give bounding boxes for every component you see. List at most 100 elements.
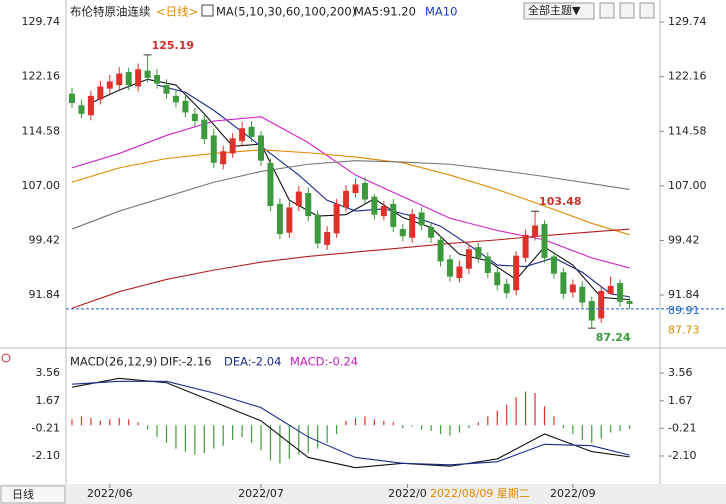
indicator-label: MA(5,10,30,60,100,200) <box>216 5 356 19</box>
annotation: 125.19 <box>152 39 194 52</box>
y-tick-label: 3.56 <box>36 366 61 379</box>
candle-body <box>248 126 255 137</box>
x-tick-label: 2022/09 <box>550 487 596 500</box>
y-tick-label: -2.10 <box>668 449 696 462</box>
y-tick-label: 3.56 <box>668 366 693 379</box>
candle-body <box>201 119 208 140</box>
candle-body <box>343 190 350 208</box>
candle-body <box>494 272 501 286</box>
ma5-label: MA5:91.20 <box>354 5 416 19</box>
macd-label: MACD:-0.24 <box>290 355 358 369</box>
ma-line <box>71 160 630 230</box>
y-tick-label: 107.00 <box>22 179 61 192</box>
y-tick-label: 91.84 <box>668 288 700 301</box>
candle-body <box>324 231 331 245</box>
candle-body <box>399 229 406 237</box>
y-tick-label: 114.58 <box>22 124 61 137</box>
candle-body <box>135 69 142 87</box>
candle-body <box>617 283 624 302</box>
candle-body <box>69 93 75 104</box>
macd-line <box>71 380 630 466</box>
candle-body <box>522 234 529 258</box>
y-tick-label: 129.74 <box>22 15 61 28</box>
candle-body <box>598 290 605 319</box>
candle-body <box>286 207 293 233</box>
period-label: <日线> <box>156 5 198 19</box>
ma-line <box>71 149 630 236</box>
y-tick-label: 122.16 <box>668 70 707 83</box>
candle-body <box>475 247 482 258</box>
macd-line <box>71 377 630 469</box>
candle-body <box>579 286 586 303</box>
y-tick-label: 91.84 <box>29 288 61 301</box>
annotation: 87.24 <box>596 331 631 344</box>
period-button[interactable] <box>0 485 66 504</box>
price-marker-label: 89.91 <box>668 304 700 317</box>
candle-body <box>116 73 123 86</box>
candle-body <box>305 193 312 217</box>
x-tick-label: 2022/0 <box>388 487 427 500</box>
candle-body <box>607 285 614 294</box>
x-tick-label: 2022/07 <box>238 487 284 500</box>
settings-icon[interactable] <box>1 353 11 363</box>
candle-body <box>314 214 321 244</box>
x-tick-label: 2022/06 <box>87 487 133 500</box>
candle-body <box>418 212 425 226</box>
candle-body <box>447 259 453 277</box>
candle-body <box>513 255 520 291</box>
candle-body <box>371 196 378 215</box>
candle-body <box>267 162 274 207</box>
candle-body <box>154 74 161 84</box>
candle-body <box>172 95 179 103</box>
candle-body <box>361 182 368 200</box>
tool-button[interactable] <box>599 2 615 19</box>
candle-body <box>503 283 510 294</box>
indicator-icon[interactable] <box>201 4 214 17</box>
annotation: 103.48 <box>539 195 581 208</box>
candle-body <box>333 203 340 234</box>
y-tick-label: 1.67 <box>668 394 693 407</box>
y-tick-label: -0.21 <box>32 421 60 434</box>
candle-body <box>78 105 85 114</box>
candle-body <box>258 135 264 161</box>
chart-title: 布伦特原油连续 <box>70 5 151 19</box>
tool-button[interactable] <box>639 2 655 19</box>
candle-body <box>239 128 246 142</box>
candle-body <box>409 213 416 238</box>
y-tick-label: 1.67 <box>36 394 61 407</box>
candle-body <box>295 191 302 207</box>
candle-body <box>560 272 567 294</box>
candle-body <box>144 70 151 78</box>
theme-button-label[interactable]: 全部主题▼ <box>528 3 581 17</box>
candle-body <box>550 256 557 274</box>
y-tick-label: -0.21 <box>668 421 696 434</box>
candle-body <box>220 151 227 165</box>
candle-body <box>276 203 283 235</box>
candle-body <box>87 95 94 116</box>
candle-body <box>428 226 435 238</box>
candle-body <box>125 72 132 86</box>
candle-body <box>456 266 463 279</box>
crosshair-label: 2022/08/09 星期二 <box>430 487 530 500</box>
candle-body <box>541 224 548 258</box>
ma-line <box>90 78 630 301</box>
dea-label: DEA:-2.04 <box>224 355 281 369</box>
tool-button[interactable] <box>619 2 635 19</box>
period-button-label[interactable]: 日线 <box>12 487 34 501</box>
candle-body <box>569 284 576 293</box>
y-tick-label: 122.16 <box>22 70 61 83</box>
candle-body <box>626 301 633 304</box>
y-tick-label: 114.58 <box>668 124 707 137</box>
candle-body <box>106 81 113 89</box>
y-tick-label: 99.42 <box>29 233 61 246</box>
dif-label: DIF:-2.16 <box>160 355 212 369</box>
x-axis-bar <box>0 484 726 504</box>
candle-body <box>163 85 170 94</box>
price-marker-label: 87.73 <box>668 324 700 337</box>
candle-body <box>97 86 104 100</box>
y-tick-label: 99.42 <box>668 233 700 246</box>
candle-body <box>191 113 198 122</box>
theme-button[interactable] <box>523 2 595 20</box>
